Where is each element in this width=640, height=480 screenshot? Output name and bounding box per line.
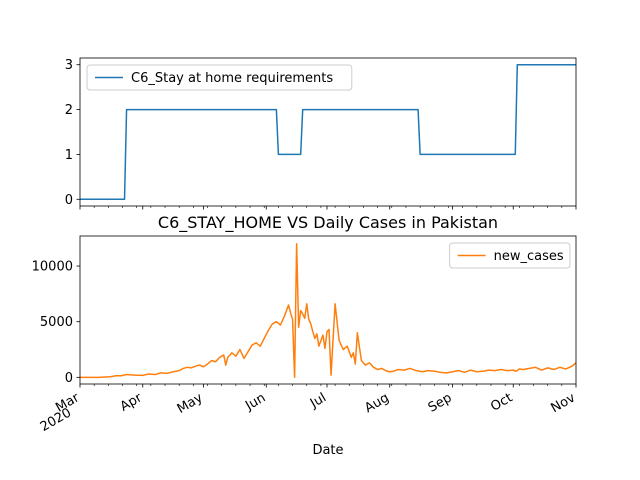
y-tick-label: 5000	[40, 315, 73, 330]
top-subplot-frame	[79, 57, 577, 207]
legend-label: new_cases	[494, 249, 564, 264]
bottom-subplot-frame	[79, 235, 577, 385]
y-tick-label: 2	[65, 103, 73, 118]
legend-label: C6_Stay at home requirements	[131, 71, 333, 86]
series-line	[80, 63, 576, 201]
legend-box	[449, 242, 571, 269]
top-subplot: 0 1 2 3 C6_Stay at home requirements	[65, 57, 577, 210]
top-subplot-lines	[80, 63, 576, 201]
x-tick-label: Jul	[307, 390, 329, 411]
y-tick-label: 10000	[32, 260, 73, 275]
legend-box	[86, 64, 353, 91]
y-tick-label: 3	[65, 58, 73, 73]
y-tick-label: 0	[65, 371, 73, 386]
chart-title: C6_STAY_HOME VS Daily Cases in Pakistan	[158, 213, 498, 233]
bottom-legend: new_cases	[449, 242, 571, 269]
y-tick-label: 1	[65, 148, 73, 163]
x-axis-label: Date	[312, 443, 343, 458]
y-tick-label: 0	[65, 193, 73, 208]
top-legend: C6_Stay at home requirements	[86, 64, 353, 91]
bottom-subplot-lines	[80, 243, 576, 379]
series-line	[80, 243, 576, 379]
